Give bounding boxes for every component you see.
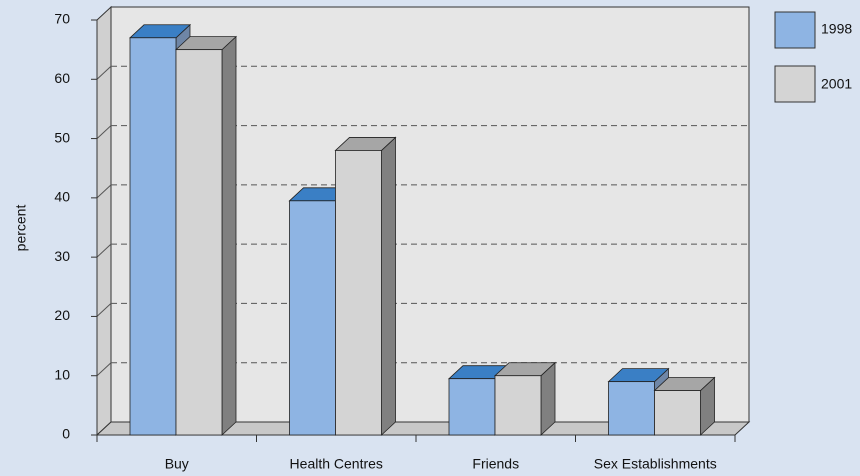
y-tick-label: 70 <box>54 11 70 27</box>
bar <box>289 200 336 436</box>
bar <box>175 49 223 436</box>
bar <box>129 37 177 436</box>
y-tick-label: 60 <box>54 70 70 86</box>
bar-side <box>381 136 396 436</box>
legend-label: 1998 <box>821 21 852 37</box>
x-tick-label: Buy <box>165 456 189 472</box>
bar <box>448 378 496 436</box>
bar-side <box>221 35 237 436</box>
y-tick-label: 40 <box>54 189 70 205</box>
grid-line-side <box>96 243 112 258</box>
grid-line-side <box>96 303 112 317</box>
grid-line-side <box>96 125 112 139</box>
grid-line-side <box>96 362 112 377</box>
y-tick-label: 20 <box>54 307 70 323</box>
x-tick-label: Health Centres <box>290 456 383 472</box>
x-tick-label: Sex Establishments <box>594 456 717 472</box>
bar <box>335 150 382 436</box>
y-tick-label: 0 <box>62 426 70 442</box>
bar <box>608 381 655 436</box>
side-wall <box>96 5 112 437</box>
legend-swatch <box>774 11 816 49</box>
x-tick-label: Friends <box>472 456 519 472</box>
legend-swatch <box>774 65 816 103</box>
y-tick-label: 30 <box>54 248 70 264</box>
y-tick-label: 10 <box>54 366 70 382</box>
grid-line-side <box>96 184 112 199</box>
bar <box>654 390 701 436</box>
legend-label: 2001 <box>821 76 852 92</box>
grid-line-side <box>96 65 112 80</box>
bar <box>494 375 542 436</box>
y-tick-label: 50 <box>54 129 70 145</box>
y-axis-label: percent <box>13 205 29 252</box>
